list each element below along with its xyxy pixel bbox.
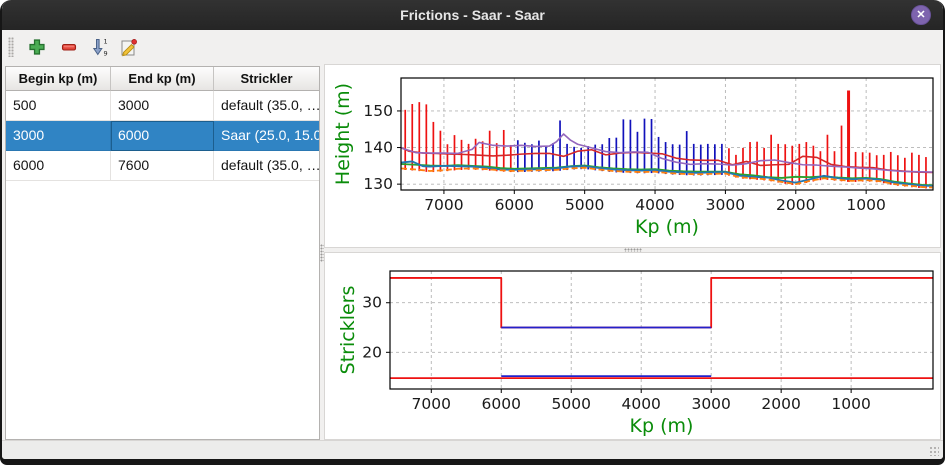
series-water-level-purple — [400, 133, 933, 173]
close-icon: ✕ — [916, 9, 926, 21]
minus-icon — [61, 43, 77, 51]
table-row[interactable]: 3000 6000 Saar (25.0, 15.0) — [6, 121, 319, 151]
table-cell[interactable]: 3000 — [111, 91, 214, 121]
stricklers-chart-panel: 7000 6000 5000 4000 3000 2000 1000 20 30 Kp (m) St… — [324, 252, 941, 440]
add-row-button[interactable] — [24, 34, 50, 60]
window-title: Frictions - Saar - Saar — [400, 7, 545, 23]
edit-button[interactable] — [114, 34, 140, 60]
toolbar: 1 9 — [2, 30, 943, 64]
horizontal-splitter[interactable] — [324, 248, 941, 252]
column-header-1[interactable]: End kp (m) — [111, 67, 214, 91]
x-tick-label: 7000 — [412, 395, 451, 413]
resize-grip[interactable] — [929, 446, 939, 456]
svg-text:1: 1 — [104, 38, 108, 46]
remove-row-button[interactable] — [56, 34, 82, 60]
table-header-row: Begin kp (m) End kp (m) Strickler — [6, 67, 319, 91]
table-cell[interactable]: 500 — [6, 91, 111, 121]
vertical-splitter[interactable] — [320, 66, 324, 440]
y-tick-label: 140 — [363, 139, 393, 157]
y-tick-label: 130 — [363, 175, 393, 193]
svg-text:9: 9 — [104, 50, 108, 58]
x-tick-label: 6000 — [495, 196, 534, 214]
status-bar — [2, 440, 943, 459]
table-cell[interactable]: 7600 — [111, 151, 214, 181]
frictions-table[interactable]: Begin kp (m) End kp (m) Strickler 500 3000 d… — [5, 66, 320, 440]
x-tick-label: 2000 — [761, 395, 800, 413]
column-header-2[interactable]: Strickler — [214, 67, 319, 91]
x-tick-label: 5000 — [552, 395, 591, 413]
sort-ascending-icon: 1 9 — [92, 38, 108, 58]
table-cell[interactable]: Saar (25.0, 15.0) — [214, 121, 319, 151]
table-cell[interactable]: default (35.0, … — [214, 151, 319, 181]
axes-frame — [389, 270, 934, 390]
table-row[interactable]: 6000 7600 default (35.0, … — [6, 151, 319, 181]
series-bank-green — [400, 163, 933, 187]
series-bed — [400, 166, 933, 189]
close-button[interactable]: ✕ — [911, 5, 931, 25]
series-bank-blue — [400, 160, 933, 187]
title-bar[interactable]: Frictions - Saar - Saar ✕ — [2, 0, 943, 30]
table-body[interactable]: 500 3000 default (35.0, … 3000 6000 Saar (25.… — [6, 91, 319, 181]
table-cell[interactable]: 6000 — [6, 151, 111, 181]
x-axis-label: Kp (m) — [635, 216, 699, 238]
x-tick-label: 5000 — [565, 196, 604, 214]
series-water-level-red — [400, 146, 933, 174]
y-tick-label: 30 — [362, 294, 382, 312]
x-tick-label: 6000 — [482, 395, 521, 413]
column-header-0[interactable]: Begin kp (m) — [6, 67, 111, 91]
x-tick-label: 2000 — [776, 196, 815, 214]
table-row[interactable]: 500 3000 default (35.0, … — [6, 91, 319, 121]
splitter-dots — [624, 248, 642, 252]
sort-button[interactable]: 1 9 — [86, 34, 112, 60]
x-tick-label: 4000 — [635, 196, 674, 214]
axes-frame — [400, 77, 934, 191]
table-cell[interactable]: 3000 — [6, 121, 111, 151]
table-cell[interactable]: 6000 — [111, 121, 214, 151]
edit-pencil-icon — [121, 39, 137, 57]
x-tick-label: 4000 — [621, 395, 660, 413]
splitter-dots — [320, 244, 324, 262]
x-tick-label: 1000 — [846, 196, 885, 214]
x-axis-label: Kp (m) — [630, 415, 694, 437]
x-tick-label: 7000 — [424, 196, 463, 214]
x-tick-label: 3000 — [706, 196, 745, 214]
y-tick-label: 20 — [362, 343, 382, 361]
x-tick-label: 1000 — [831, 395, 870, 413]
y-tick-label: 150 — [363, 102, 393, 120]
height-chart-canvas[interactable]: 7000 6000 5000 4000 3000 2000 1000 130 140 150 Kp … — [325, 65, 940, 247]
toolbar-grip-handle[interactable] — [8, 37, 14, 57]
stricklers-chart-canvas[interactable]: 7000 6000 5000 4000 3000 2000 1000 20 30 Kp (m) St… — [325, 253, 940, 439]
height-chart-panel: 7000 6000 5000 4000 3000 2000 1000 130 140 150 Kp … — [324, 64, 941, 248]
table-cell[interactable]: default (35.0, … — [214, 91, 319, 121]
charts-area: 7000 6000 5000 4000 3000 2000 1000 130 140 150 Kp … — [324, 64, 941, 440]
x-tick-label: 3000 — [691, 395, 730, 413]
y-axis-label: Height (m) — [332, 83, 354, 185]
plus-icon — [29, 39, 45, 55]
y-axis-label: Stricklers — [337, 286, 359, 375]
